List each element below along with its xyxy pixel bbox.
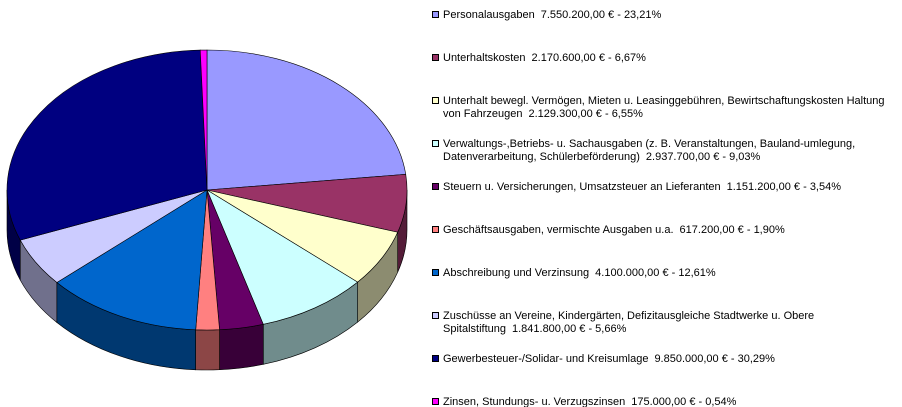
slice-side — [195, 329, 220, 371]
separator: - — [800, 181, 810, 193]
amount-label: 9.850.000,00 € — [654, 353, 728, 365]
percent-label: 30,29% — [737, 353, 775, 365]
legend-swatch — [432, 269, 439, 276]
legend-swatch — [432, 11, 439, 18]
legend-label: Zinsen, Stundungs- u. Verzugszinsen — [443, 396, 626, 407]
percent-label: 0,54% — [705, 396, 737, 407]
percent-label: 23,21% — [623, 9, 662, 21]
legend-item: Geschäftsausgaben, vermischte Ausgaben u… — [432, 224, 900, 237]
legend-item: Zinsen, Stundungs- u. Verzugszinsen 175.0… — [432, 396, 900, 407]
amount-label: 7.550.200,00 € — [540, 9, 615, 21]
legend-swatch — [432, 312, 439, 319]
legend-label: Steuern u. Versicherungen, Umsatzsteuer … — [443, 181, 721, 193]
legend-label: Zuschüsse an Vereine, Kindergärten, Defi… — [443, 310, 815, 335]
amount-label: 2.937.700,00 € — [645, 151, 720, 163]
separator: - — [668, 267, 679, 279]
amount-label: 617.200,00 € — [679, 224, 744, 236]
amount-label: 2.129.300,00 € — [528, 108, 602, 120]
amount-label: 4.100.000,00 € — [595, 267, 669, 279]
separator: - — [614, 9, 624, 21]
legend-swatch — [432, 140, 439, 147]
legend-item: Steuern u. Versicherungen, Umsatzsteuer … — [432, 181, 900, 194]
legend-label: Abschreibung und Verzinsung — [443, 267, 590, 279]
legend-label: Verwaltungs-,Betriebs- u. Sachausgaben (… — [443, 138, 856, 163]
legend-swatch — [432, 97, 439, 104]
legend-swatch — [432, 54, 439, 61]
slice — [6, 49, 208, 241]
legend-swatch — [432, 226, 439, 233]
legend-label: Geschäftsausgaben, vermischte Ausgaben u… — [443, 224, 674, 236]
separator: - — [601, 108, 612, 120]
legend-item: Personalausgaben 7.550.200,00 € - 23,21% — [432, 9, 900, 22]
slice-side — [219, 323, 264, 371]
separator: - — [719, 151, 730, 163]
legend-item: Unterhaltskosten 2.170.600,00 € - 6,67% — [432, 52, 900, 65]
percent-label: 12,61% — [678, 267, 716, 279]
legend-item: Unterhalt bewegl. Vermögen, Mieten u. Le… — [432, 95, 900, 121]
legend-swatch — [432, 355, 439, 362]
percent-label: 6,67% — [614, 52, 646, 64]
legend-label: Unterhaltskosten — [443, 52, 526, 64]
legend-swatch — [432, 398, 439, 405]
separator: - — [604, 52, 615, 64]
slice — [56, 189, 208, 331]
legend-item: Zuschüsse an Vereine, Kindergärten, Defi… — [432, 310, 900, 336]
slice — [199, 49, 208, 191]
separator: - — [727, 353, 738, 365]
percent-label: 6,55% — [611, 108, 643, 120]
percent-label: 9,03% — [729, 151, 761, 163]
amount-label: 175.000,00 € — [631, 396, 696, 407]
slice — [206, 49, 407, 191]
percent-label: 3,54% — [809, 181, 842, 193]
legend-item: Gewerbesteuer-/Solidar- und Kreisumlage 9… — [432, 353, 900, 366]
amount-label: 2.170.600,00 € — [531, 52, 605, 64]
legend: Personalausgaben 7.550.200,00 € - 23,21% U… — [432, 0, 902, 407]
amount-label: 1.151.200,00 € — [726, 181, 801, 193]
legend-label: Gewerbesteuer-/Solidar- und Kreisumlage — [443, 353, 649, 365]
percent-label: 5,66% — [595, 323, 627, 335]
percent-label: 1,90% — [753, 224, 785, 236]
legend-item: Verwaltungs-,Betriebs- u. Sachausgaben (… — [432, 138, 900, 164]
separator: - — [695, 396, 706, 407]
legend-item: Abschreibung und Verzinsung 4.100.000,00 … — [432, 267, 900, 280]
slice — [206, 189, 359, 325]
separator: - — [585, 323, 596, 335]
pie-chart — [6, 49, 408, 371]
separator: - — [743, 224, 754, 236]
legend-label: Unterhalt bewegl. Vermögen, Mieten u. Le… — [443, 95, 885, 120]
legend-label: Personalausgaben — [443, 9, 535, 21]
legend-swatch — [432, 183, 439, 190]
amount-label: 1.841.800,00 € — [511, 323, 586, 335]
